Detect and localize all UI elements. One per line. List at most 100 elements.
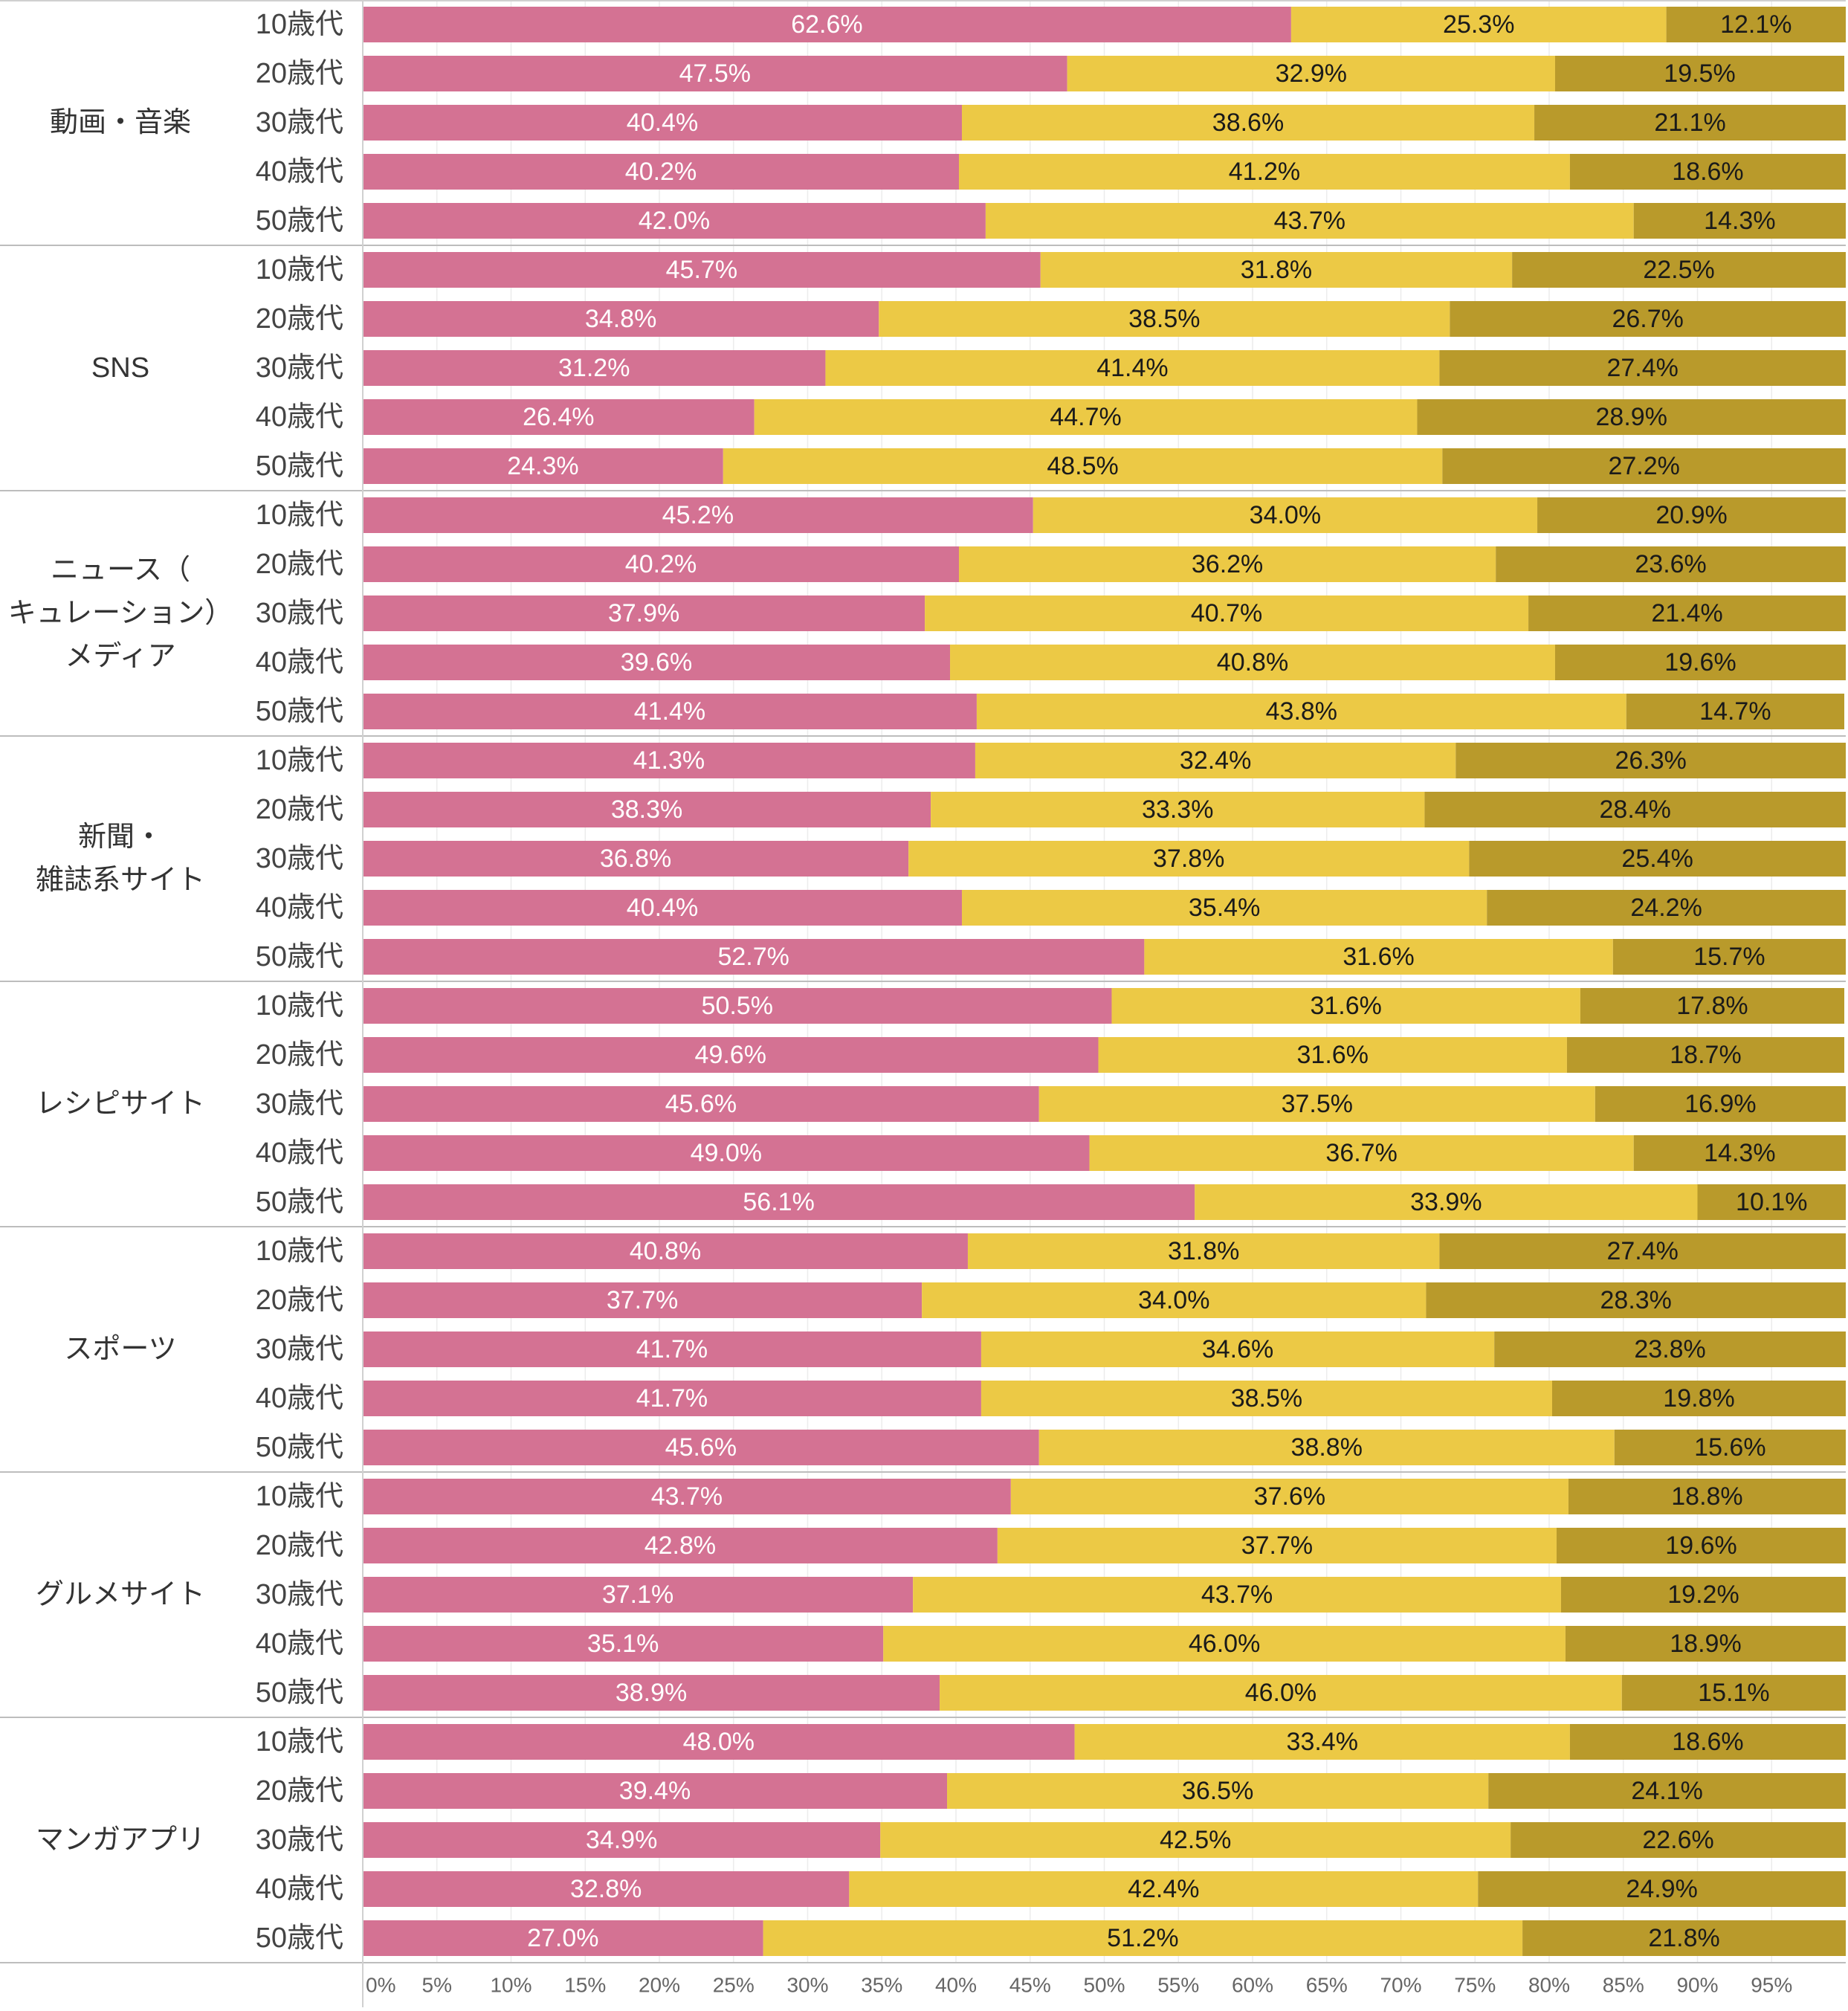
bar-segment	[961, 105, 1535, 141]
data-label: 24.9%	[1626, 1875, 1697, 1903]
bar-segment	[363, 743, 975, 778]
data-label: 38.5%	[1231, 1384, 1302, 1413]
bar-segment	[931, 792, 1425, 827]
bar-segment	[1038, 1086, 1595, 1122]
data-label: 43.7%	[651, 1482, 723, 1511]
bar-segment	[363, 1381, 981, 1416]
bar-segment	[363, 203, 986, 239]
bar-segment	[1528, 595, 1846, 631]
bar-segment	[1512, 252, 1846, 288]
x-tick-label: 5%	[422, 1974, 452, 1997]
data-label: 21.8%	[1648, 1924, 1719, 1952]
bar-segment	[1537, 497, 1846, 533]
group-label-line: 新聞・	[78, 821, 163, 853]
data-label: 26.4%	[523, 403, 594, 431]
data-label: 47.5%	[679, 59, 751, 88]
bar-segment	[363, 1282, 923, 1318]
data-label: 62.6%	[791, 10, 862, 39]
data-label: 37.7%	[607, 1286, 678, 1314]
bar-segment	[1456, 743, 1846, 778]
group-label-line: スポーツ	[64, 1334, 176, 1365]
data-label: 41.7%	[636, 1384, 708, 1413]
age-label: 10歳代	[256, 745, 343, 776]
bar-segment	[363, 1822, 881, 1858]
bar-segment	[363, 497, 1033, 533]
data-label: 51.2%	[1107, 1924, 1178, 1952]
age-label: 40歳代	[256, 401, 343, 433]
bar-segment	[363, 1675, 940, 1711]
data-label: 19.5%	[1664, 59, 1735, 88]
group-label-line: マンガアプリ	[36, 1824, 205, 1856]
bar-segment	[1560, 1577, 1846, 1613]
bar-segment	[1439, 1233, 1846, 1269]
group-label-line: メディア	[65, 641, 175, 672]
group-label: 動画・音楽	[50, 107, 191, 138]
age-label: 40歳代	[256, 647, 343, 678]
data-label: 45.2%	[662, 501, 734, 529]
bar-segment	[997, 1528, 1557, 1563]
data-label: 45.7%	[666, 256, 737, 284]
data-label: 28.4%	[1600, 795, 1671, 824]
data-label: 14.3%	[1704, 207, 1775, 235]
bar-segment	[913, 1577, 1561, 1613]
group-label-line: グルメサイト	[36, 1579, 205, 1610]
bar-segment	[922, 1282, 1427, 1318]
data-label: 34.0%	[1138, 1286, 1209, 1314]
bar-segment	[363, 1773, 948, 1809]
bar-segment	[985, 203, 1634, 239]
x-tick-label: 20%	[639, 1974, 680, 1997]
bar-segment	[363, 1430, 1039, 1465]
bar-segment	[1633, 1135, 1846, 1171]
bar-segment	[1442, 448, 1846, 484]
bar-segment	[363, 1479, 1011, 1514]
data-label: 44.7%	[1050, 403, 1121, 431]
age-label: 50歳代	[256, 1677, 343, 1708]
x-tick-label: 40%	[935, 1974, 977, 1997]
bar-segment	[1568, 1479, 1846, 1514]
data-label: 15.7%	[1693, 943, 1765, 971]
bar-segment	[961, 890, 1487, 926]
data-label: 28.3%	[1600, 1286, 1672, 1314]
data-label: 28.9%	[1596, 403, 1667, 431]
data-label: 42.4%	[1128, 1875, 1199, 1903]
bar-segment	[723, 448, 1443, 484]
data-label: 43.7%	[1274, 207, 1345, 235]
bar-segment	[1666, 7, 1846, 42]
age-label: 20歳代	[256, 549, 343, 580]
bar-segment	[1554, 645, 1846, 680]
bar-segment	[363, 1724, 1075, 1760]
data-label: 18.6%	[1672, 158, 1743, 186]
data-label: 39.4%	[619, 1777, 691, 1805]
data-label: 18.8%	[1671, 1482, 1742, 1511]
data-label: 19.6%	[1664, 648, 1736, 677]
age-label: 10歳代	[256, 1236, 343, 1267]
data-label: 36.7%	[1325, 1139, 1397, 1167]
data-label: 34.0%	[1250, 501, 1321, 529]
data-label: 45.6%	[665, 1433, 737, 1462]
bar-segment	[1426, 1282, 1846, 1318]
data-label: 38.8%	[1291, 1433, 1363, 1462]
data-label: 43.8%	[1266, 697, 1337, 726]
bar-segment	[1621, 1675, 1846, 1711]
bar-segment	[363, 350, 826, 386]
bar-segment	[1067, 56, 1555, 91]
age-label: 30歳代	[256, 1088, 343, 1120]
x-tick-label: 95%	[1751, 1974, 1792, 1997]
age-label: 40歳代	[256, 892, 343, 923]
data-label: 24.2%	[1630, 894, 1702, 922]
age-label: 20歳代	[256, 1775, 343, 1807]
data-label: 33.3%	[1142, 795, 1213, 824]
data-label: 39.6%	[621, 648, 692, 677]
group-label: グルメサイト	[36, 1579, 205, 1610]
bar-segment	[880, 1822, 1511, 1858]
age-label: 40歳代	[256, 1137, 343, 1169]
data-label: 40.7%	[1191, 599, 1262, 627]
data-label: 41.4%	[634, 697, 705, 726]
age-label: 30歳代	[256, 598, 343, 629]
x-tick-label: 15%	[564, 1974, 606, 1997]
data-label: 20.9%	[1655, 501, 1727, 529]
data-label: 19.6%	[1665, 1531, 1736, 1560]
x-tick-label: 50%	[1083, 1974, 1125, 1997]
data-label: 56.1%	[743, 1188, 814, 1216]
